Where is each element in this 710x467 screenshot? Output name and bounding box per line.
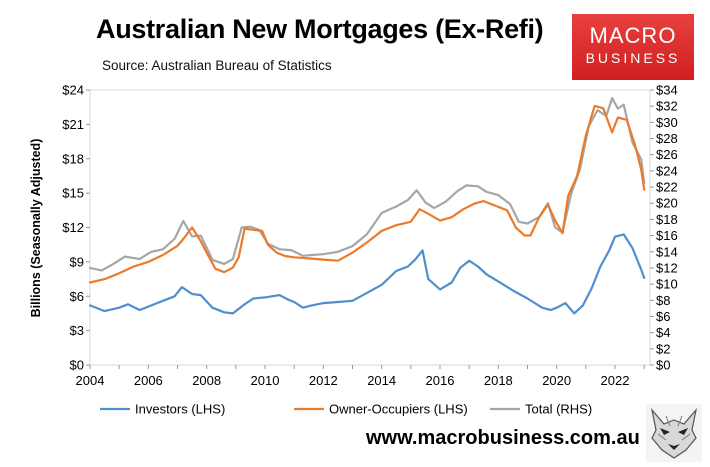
series-line-investors-lhs bbox=[88, 233, 646, 315]
y-right-tick-label: $32 bbox=[656, 99, 678, 114]
y-right-tick-label: $14 bbox=[656, 244, 678, 259]
website-url: www.macrobusiness.com.au bbox=[366, 427, 640, 449]
y-left-tick-label: $24 bbox=[62, 83, 84, 98]
x-tick-label: 2004 bbox=[76, 373, 105, 388]
y-right-tick-label: $0 bbox=[656, 358, 670, 373]
legend: Investors (LHS) Owner-Occupiers (LHS) Tota… bbox=[100, 402, 592, 417]
logo-line2: BUSINESS bbox=[585, 50, 681, 66]
wolf-logo-icon bbox=[646, 404, 702, 462]
y-right-tick-label: $12 bbox=[656, 260, 678, 275]
y-right-tick-label: $24 bbox=[656, 163, 678, 178]
legend-label: Owner-Occupiers (LHS) bbox=[329, 402, 468, 417]
legend-label: Total (RHS) bbox=[525, 402, 592, 417]
logo-line1: MACRO bbox=[589, 23, 677, 48]
y-right-tick-label: $2 bbox=[656, 341, 670, 356]
x-tick-label: 2012 bbox=[309, 373, 338, 388]
y-left-tick-label: $21 bbox=[62, 117, 84, 132]
axes-layer: $0$3$6$9$12$15$18$21$24$0$2$4$6$8$10$12$… bbox=[62, 83, 677, 389]
y-left-tick-label: $6 bbox=[70, 289, 84, 304]
x-tick-label: 2006 bbox=[134, 373, 163, 388]
series-line-owner-occupiers-lhs bbox=[88, 104, 646, 284]
y-right-tick-label: $22 bbox=[656, 180, 678, 195]
x-tick-label: 2018 bbox=[484, 373, 513, 388]
y-right-tick-label: $30 bbox=[656, 115, 678, 130]
y-right-tick-label: $34 bbox=[656, 83, 678, 98]
y-right-tick-label: $18 bbox=[656, 212, 678, 227]
x-tick-label: 2016 bbox=[426, 373, 455, 388]
y-left-tick-label: $18 bbox=[62, 151, 84, 166]
legend-label: Investors (LHS) bbox=[135, 402, 225, 417]
y-axis-label: Billions (Seasonally Adjusted) bbox=[29, 139, 43, 318]
page-subtitle: Source: Australian Bureau of Statistics bbox=[102, 58, 332, 73]
y-left-tick-label: $0 bbox=[70, 358, 84, 373]
y-left-tick-label: $3 bbox=[70, 323, 84, 338]
y-left-tick-label: $12 bbox=[62, 220, 84, 235]
y-right-tick-label: $16 bbox=[656, 228, 678, 243]
plot-area bbox=[89, 89, 651, 366]
y-right-tick-label: $28 bbox=[656, 131, 678, 146]
x-tick-label: 2020 bbox=[542, 373, 571, 388]
y-right-tick-label: $8 bbox=[656, 293, 670, 308]
y-left-tick-label: $9 bbox=[70, 254, 84, 269]
y-left-tick-label: $15 bbox=[62, 186, 84, 201]
x-tick-label: 2022 bbox=[601, 373, 630, 388]
y-right-tick-label: $10 bbox=[656, 277, 678, 292]
y-right-tick-label: $26 bbox=[656, 147, 678, 162]
series-layer bbox=[88, 97, 646, 315]
y-right-tick-label: $4 bbox=[656, 325, 670, 340]
y-right-tick-label: $6 bbox=[656, 309, 670, 324]
page-title: Australian New Mortgages (Ex-Refi) bbox=[96, 14, 544, 44]
y-right-tick-label: $20 bbox=[656, 196, 678, 211]
x-tick-label: 2010 bbox=[251, 373, 280, 388]
x-tick-label: 2014 bbox=[367, 373, 396, 388]
macrobusiness-logo: MACRO BUSINESS bbox=[572, 14, 694, 80]
x-tick-label: 2008 bbox=[192, 373, 221, 388]
